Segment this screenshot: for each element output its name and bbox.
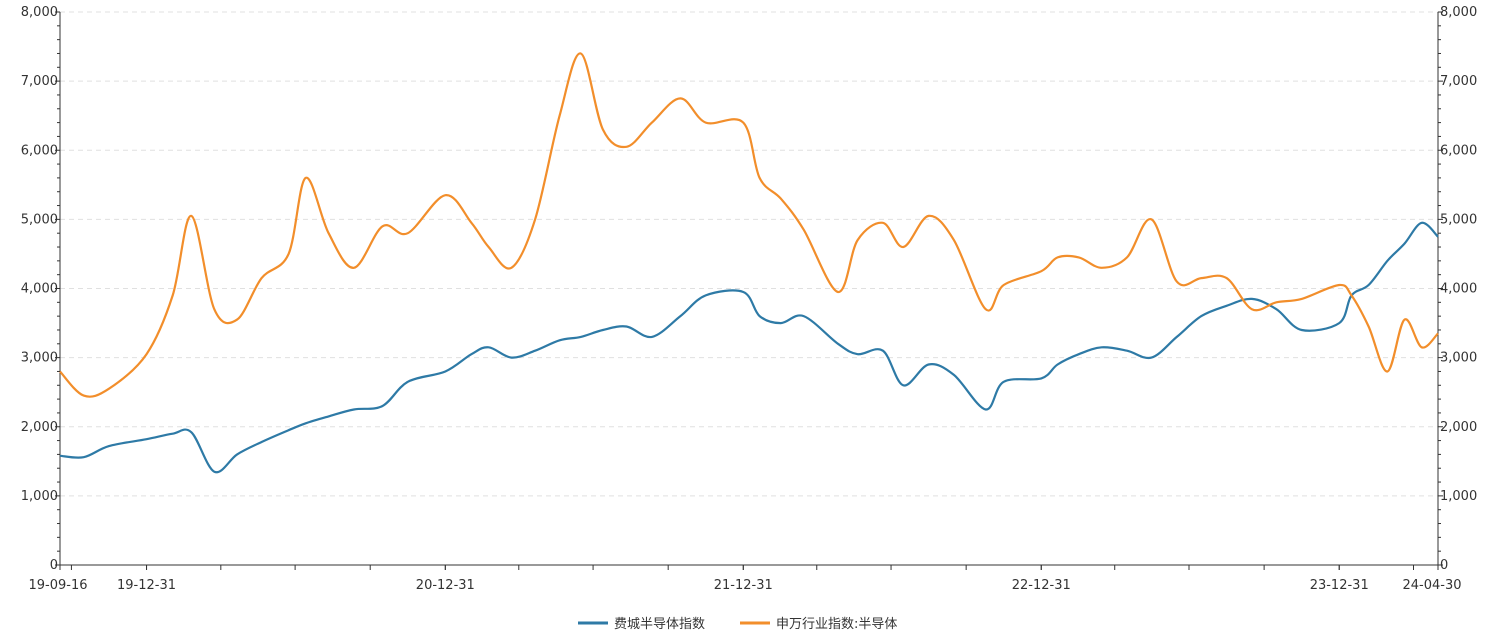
x-tick-label: 19-12-31 <box>117 578 176 593</box>
y-right-tick-label: 3,000 <box>1440 351 1477 366</box>
y-right-tick-label: 7,000 <box>1440 74 1477 89</box>
x-tick-label: 24-04-30 <box>1402 578 1461 593</box>
grid-lines <box>60 11 1438 497</box>
y-left-tick-label: 8,000 <box>21 5 58 20</box>
y-left-tick-label: 2,000 <box>21 420 58 435</box>
axes: 0 0 1,000 1,000 2,000 2,000 3,000 3,000 4,000 4,0… <box>21 5 1477 593</box>
legend-item-2[interactable]: 申万行业指数:半导体 <box>740 617 897 632</box>
y-left-tick-label: 4,000 <box>21 282 58 297</box>
x-tick-label: 22-12-31 <box>1012 578 1071 593</box>
y-right-tick-label: 1,000 <box>1440 489 1477 504</box>
series-lines <box>59 52 1439 474</box>
y-left-tick-label: 1,000 <box>21 489 58 504</box>
y-right-tick-label: 6,000 <box>1440 143 1477 158</box>
x-tick-label: 19-09-16 <box>28 578 87 593</box>
y-right-tick-label: 0 <box>1440 558 1448 573</box>
legend-label: 费城半导体指数 <box>614 617 705 632</box>
y-left-tick-label: 5,000 <box>21 212 58 227</box>
y-left-tick-label: 3,000 <box>21 351 58 366</box>
y-right-tick-label: 2,000 <box>1440 420 1477 435</box>
x-tick-label: 20-12-31 <box>416 578 475 593</box>
y-left-tick-label: 6,000 <box>21 143 58 158</box>
y-right-tick-label: 4,000 <box>1440 282 1477 297</box>
y-left-tick-label: 0 <box>50 558 58 573</box>
legend-label: 申万行业指数:半导体 <box>776 617 897 632</box>
x-tick-label: 21-12-31 <box>714 578 773 593</box>
legend-item-1[interactable]: 费城半导体指数 <box>578 617 705 632</box>
x-tick-label: 23-12-31 <box>1310 578 1369 593</box>
y-right-tick-label: 8,000 <box>1440 5 1477 20</box>
y-right-tick-label: 5,000 <box>1440 212 1477 227</box>
y-left-tick-label: 7,000 <box>21 74 58 89</box>
series-line-1 <box>59 221 1439 474</box>
series-line-2 <box>59 52 1439 398</box>
legend[interactable]: 费城半导体指数 申万行业指数:半导体 <box>578 617 897 632</box>
